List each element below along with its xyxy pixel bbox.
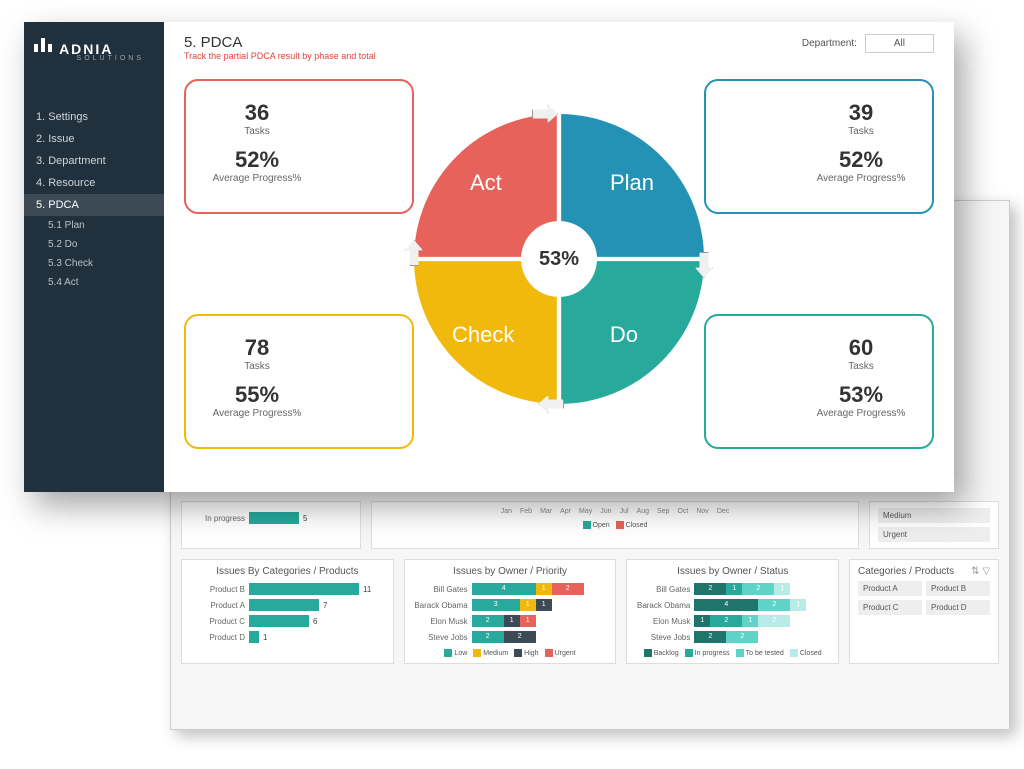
filter-icon[interactable]: ⇅ ▽: [971, 566, 990, 577]
priority-urgent[interactable]: Urgent: [878, 527, 990, 542]
issues-by-owner-status-panel: Issues by Owner / Status Bill Gates2121B…: [626, 559, 839, 664]
plan-label: Plan: [610, 170, 654, 196]
plan-card: 39 Tasks 52% Average Progress%: [704, 79, 934, 214]
nav-settings[interactable]: 1. Settings: [24, 106, 164, 128]
content-area: 5. PDCA Track the partial PDCA result by…: [164, 22, 954, 492]
do-label: Do: [610, 322, 638, 348]
sidebar: ADNIA SOLUTIONS 1. Settings 2. Issue 3. …: [24, 22, 164, 492]
inprogress-bar: [249, 512, 299, 524]
nav-issue[interactable]: 2. Issue: [24, 128, 164, 150]
check-label: Check: [452, 322, 514, 348]
department-label: Department:: [802, 38, 857, 49]
check-card: 78 Tasks 55% Average Progress%: [184, 314, 414, 449]
center-percentage: 53%: [521, 221, 597, 297]
nav-check[interactable]: 5.3 Check: [24, 254, 164, 273]
pdca-diagram: 36 Tasks 52% Average Progress% 39 Tasks …: [184, 69, 934, 449]
nav-do[interactable]: 5.2 Do: [24, 235, 164, 254]
issues-by-owner-priority-panel: Issues by Owner / Priority Bill Gates412…: [404, 559, 617, 664]
page-title: 5. PDCA: [184, 34, 376, 51]
months-axis: JanFebMarAprMayJunJulAugSepOctNovDec: [380, 508, 850, 515]
act-card: 36 Tasks 52% Average Progress%: [184, 79, 414, 214]
pdca-wheel: Act Plan Check Do 53%: [414, 114, 704, 404]
open-closed-legend: Open Closed: [380, 521, 850, 529]
nav-department[interactable]: 3. Department: [24, 150, 164, 172]
page-subtitle: Track the partial PDCA result by phase a…: [184, 51, 376, 61]
issues-by-categories-panel: Issues By Categories / Products Product …: [181, 559, 394, 664]
priority-medium[interactable]: Medium: [878, 508, 990, 523]
inprogress-label: In progress: [190, 514, 245, 523]
nav-plan[interactable]: 5.1 Plan: [24, 216, 164, 235]
pdca-window: ADNIA SOLUTIONS 1. Settings 2. Issue 3. …: [24, 22, 954, 492]
nav-pdca[interactable]: 5. PDCA: [24, 194, 164, 216]
logo: ADNIA SOLUTIONS: [24, 32, 164, 76]
categories-filter-panel: Categories / Products ⇅ ▽ Product AProdu…: [849, 559, 999, 664]
nav-act[interactable]: 5.4 Act: [24, 273, 164, 292]
department-select[interactable]: All: [865, 34, 934, 53]
act-label: Act: [470, 170, 502, 196]
do-card: 60 Tasks 53% Average Progress%: [704, 314, 934, 449]
nav-resource[interactable]: 4. Resource: [24, 172, 164, 194]
inprogress-value: 5: [303, 514, 307, 523]
